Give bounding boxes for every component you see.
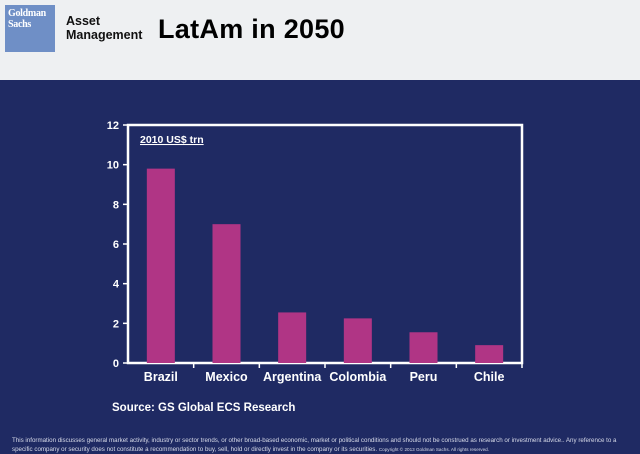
division-line-2: Management (66, 28, 143, 42)
y-tick-label: 10 (107, 160, 119, 172)
y-tick-label: 0 (113, 358, 119, 370)
y-tick-label: 12 (107, 120, 119, 132)
plot-frame (126, 123, 524, 365)
y-tick-label: 4 (113, 279, 120, 291)
logo-line-1: Goldman (8, 8, 46, 19)
bar-brazil (146, 168, 175, 363)
disclaimer-text: This information discusses general marke… (12, 437, 617, 453)
bar-argentina (278, 312, 307, 363)
division-name: Asset Management (66, 14, 142, 42)
bar-chart: 0 2 4 6 8 10 12 Brazil Mexico Argentina Colombia Pe… (107, 120, 524, 414)
source-note: Source: GS Global ECS Research (112, 402, 295, 414)
goldman-sachs-logo: Goldman Sachs (5, 5, 55, 52)
bar-peru (409, 332, 438, 363)
x-tick-label-chile: Chile (474, 370, 505, 384)
bar-mexico (212, 224, 241, 363)
unit-label: 2010 US$ trn (140, 134, 204, 146)
x-tick-label-mexico: Mexico (205, 370, 248, 384)
x-tick-label-colombia: Colombia (329, 370, 387, 384)
copyright-text: Copyright © 2013 Goldman Sachs. All righ… (378, 447, 489, 452)
disclaimer-footer: This information discusses general marke… (12, 436, 636, 454)
y-tick-label: 8 (113, 199, 119, 211)
division-line-1: Asset (66, 14, 101, 28)
bar-chile (475, 345, 504, 363)
y-tick-label: 2 (113, 318, 119, 330)
bar-colombia (343, 318, 372, 363)
x-tick-label-brazil: Brazil (144, 370, 178, 384)
logo-line-2: Sachs (8, 19, 31, 30)
page-title: LatAm in 2050 (158, 14, 345, 44)
y-tick-label: 6 (113, 239, 119, 251)
x-tick-label-peru: Peru (410, 370, 438, 384)
x-tick-label-argentina: Argentina (263, 370, 322, 384)
header-bar: Goldman Sachs Asset Management LatAm in … (0, 0, 640, 80)
